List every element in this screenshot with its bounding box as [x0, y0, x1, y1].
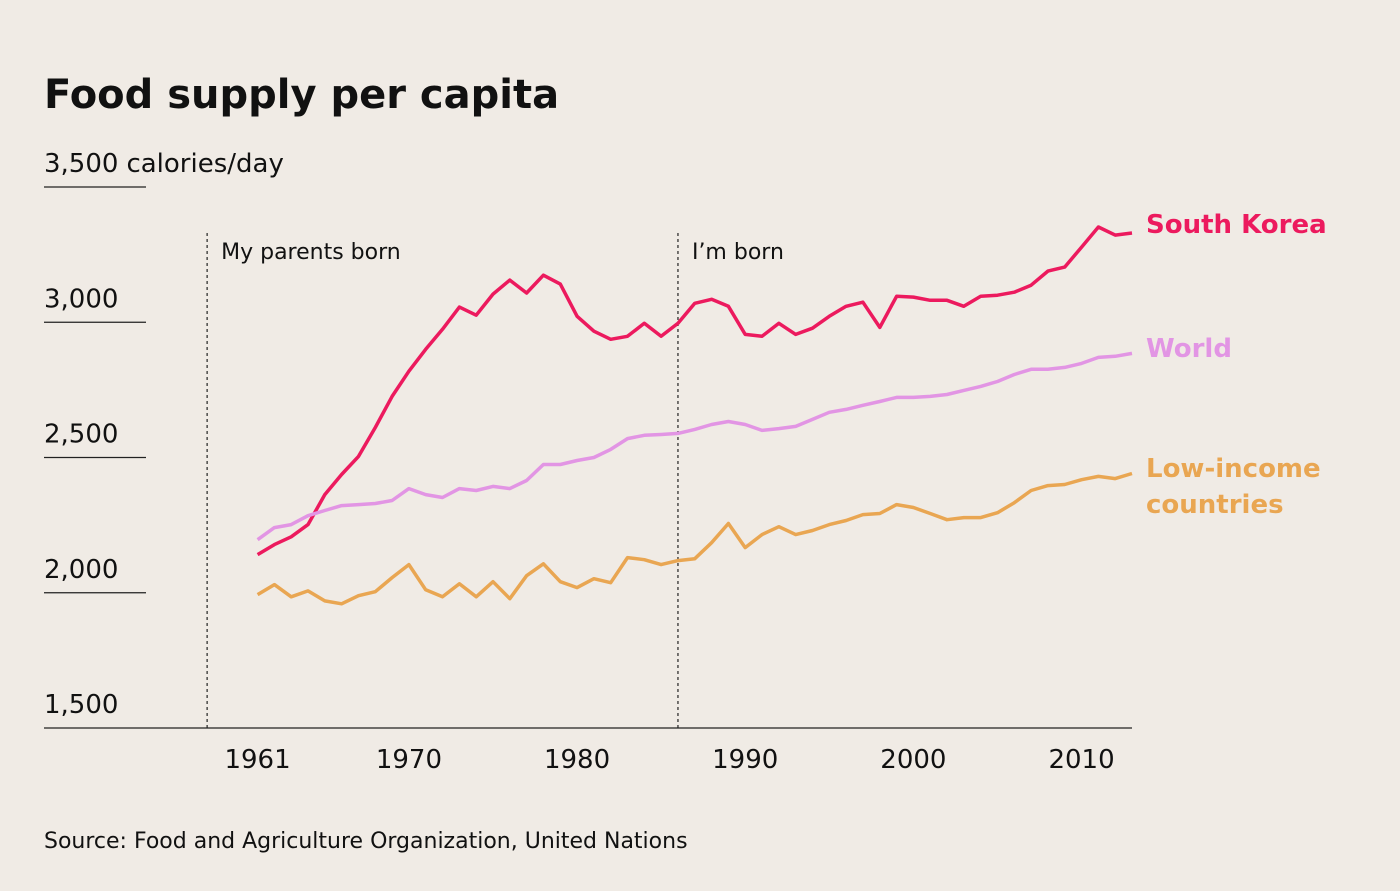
y-tick-label: 3,000 — [44, 284, 118, 314]
chart-title: Food supply per capita — [44, 72, 559, 118]
annotation-label: My parents born — [221, 240, 401, 265]
y-tick-label: 3,500 — [44, 149, 118, 179]
series-line — [256, 471, 1133, 606]
x-tick-label: 1961 — [224, 745, 290, 775]
x-tick-label: 1970 — [376, 745, 442, 775]
source: Source: Food and Agriculture Organizatio… — [44, 829, 688, 854]
annotation-label: I’m born — [692, 240, 784, 265]
x-tick-label: 1990 — [712, 745, 778, 775]
series-label: Low-income countries — [1146, 454, 1321, 521]
series-label: South Korea — [1146, 209, 1327, 240]
x-tick-label: 1980 — [544, 745, 610, 775]
series-line — [256, 351, 1133, 542]
y-tick-label: 1,500 — [44, 690, 118, 720]
series-label: World — [1146, 334, 1232, 365]
y-axis-label: calories/day — [126, 149, 283, 179]
x-tick-label: 2000 — [880, 745, 946, 775]
x-tick-label: 2010 — [1048, 745, 1114, 775]
series-line — [256, 225, 1133, 557]
y-tick-label: 2,500 — [44, 420, 118, 450]
y-tick-label: 2,000 — [44, 555, 118, 585]
